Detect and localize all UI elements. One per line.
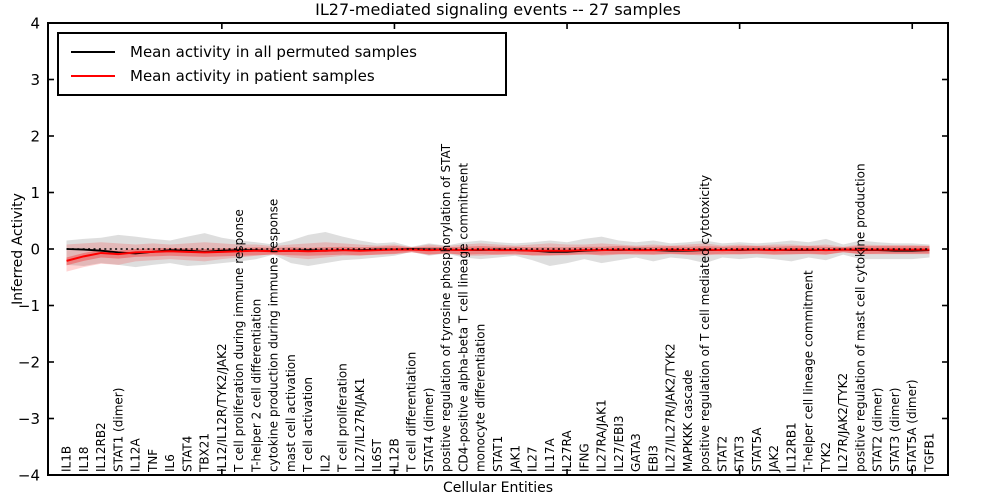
x-category-label: positive regulation of T cell mediated c… [698,175,712,472]
x-category-label: IL17A [543,438,557,472]
x-category-label: EBI3 [646,445,660,472]
x-category-label: monocyte differentiation [474,324,488,472]
y-tick-label: 1 [30,184,40,202]
y-tick-label: −3 [18,410,40,428]
x-category-label: IL27/IL27R/JAK2/TYK2 [664,343,678,472]
legend-label-permuted: Mean activity in all permuted samples [130,42,417,61]
legend-item-patient: Mean activity in patient samples [59,67,505,85]
x-category-label: GATA3 [629,433,643,472]
legend: Mean activity in all permuted samples Me… [57,32,507,96]
legend-item-permuted: Mean activity in all permuted samples [59,43,505,61]
x-category-label: IL12RB1 [784,422,798,472]
y-tick-label: 0 [30,241,40,259]
permuted-line-swatch [71,50,115,53]
x-category-label: IL1B [60,446,74,472]
y-tick-label: −2 [18,354,40,372]
x-category-label: T cell proliferation [336,363,350,473]
x-category-label: IL27 [526,447,540,473]
chart-title: IL27-mediated signaling events -- 27 sam… [315,0,681,19]
y-tick-label: 2 [30,128,40,146]
x-category-label: IL27RA [560,430,574,472]
y-tick-label: 3 [30,71,40,89]
y-tick-label: −4 [18,467,40,485]
x-category-label: IL2 [318,454,332,472]
x-category-label: IL12A [129,438,143,472]
x-category-label: TGFB1 [923,433,937,473]
x-category-label: T cell proliferation during immune respo… [232,209,246,473]
x-category-label: STAT5A [750,427,764,472]
patient-line-swatch [71,75,115,78]
x-category-label: mast cell activation [284,354,298,472]
x-category-label: TBX21 [198,433,212,473]
x-category-label: STAT4 [180,436,194,472]
x-category-label: IL27/EBI3 [612,415,626,472]
x-category-label: IL6ST [370,439,384,472]
x-category-label: IFNG [577,443,591,472]
x-category-label: T-helper cell lineage commitment [802,270,816,473]
x-axis-label: Cellular Entities [442,480,554,496]
x-category-label: JAK1 [508,445,522,473]
x-category-label: STAT5A (dimer) [905,379,919,472]
x-category-label: IL27R/JAK2/TYK2 [836,373,850,472]
x-category-label: IL27RA/JAK1 [595,399,609,472]
x-category-label: TNF [146,449,160,473]
x-category-label: cytokine production during immune respon… [267,199,281,472]
x-category-label: IL6 [163,454,177,472]
x-category-label: STAT1 (dimer) [111,388,125,472]
x-category-label: IL12RB2 [94,422,108,472]
x-category-label: T cell differentiation [405,352,419,473]
x-category-label: STAT3 [733,436,747,472]
x-category-label: STAT1 [491,436,505,472]
x-category-label: STAT2 (dimer) [871,388,885,472]
legend-label-patient: Mean activity in patient samples [130,67,375,86]
y-tick-label: −1 [18,297,40,315]
x-category-label: T cell activation [301,377,315,473]
x-category-label: IL27/IL27R/JAK1 [353,378,367,472]
x-category-label: STAT4 (dimer) [422,388,436,472]
x-category-label: STAT2 [715,436,729,472]
x-category-label: STAT3 (dimer) [888,388,902,472]
x-category-label: T-helper 2 cell differentiation [249,299,263,473]
x-category-label: JAK2 [767,445,781,473]
x-category-label: IL18 [77,447,91,473]
x-category-label: IL12B [387,438,401,472]
y-tick-label: 4 [30,15,40,33]
x-category-label: MAPKKK cascade [681,370,695,472]
x-category-label: CD4-positive alpha-beta T cell lineage c… [456,163,470,472]
x-category-label: IL12/IL12R/TYK2/JAK2 [215,343,229,472]
x-category-label: TYK2 [819,442,833,473]
x-category-label: positive regulation of mast cell cytokin… [853,163,867,472]
y-axis-label: Inferred Activity [10,193,26,305]
x-category-label: positive regulation of tyrosine phosphor… [439,143,453,472]
